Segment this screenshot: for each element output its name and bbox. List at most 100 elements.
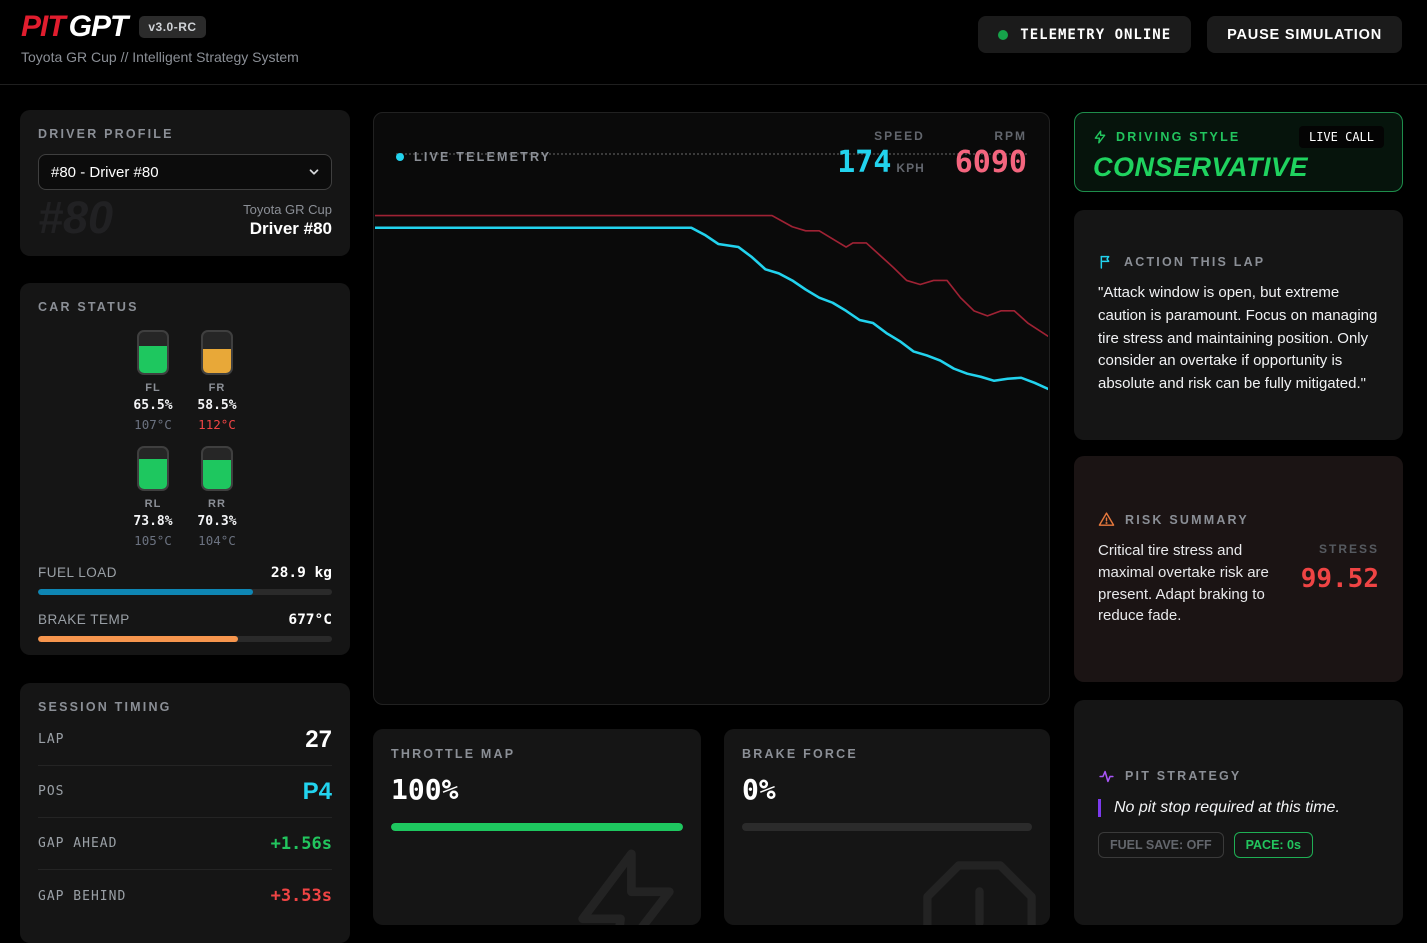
- stop-alert-watermark-icon: [917, 855, 1042, 925]
- chart-line-rpm: [374, 214, 1049, 338]
- tire-rl: RL 73.8% 105°C: [121, 446, 185, 548]
- driver-profile-card: DRIVER PROFILE #80 - Driver #80 #80 Toyo…: [20, 110, 350, 256]
- brake-temp-label: BRAKE TEMP: [38, 612, 130, 627]
- fuel-load-gauge: FUEL LOAD 28.9 kg: [38, 565, 332, 595]
- tire-position-label: FR: [208, 382, 226, 394]
- live-indicator-icon: [396, 152, 404, 161]
- tires-grid: FL 65.5% 107°C FR 58.5% 112°C RL 73.8% 105°C RR 70…: [38, 330, 332, 548]
- logo-gpt: GPT: [68, 10, 129, 43]
- tire-wear-gauge: [201, 330, 233, 375]
- tire-temp-value: 107°C: [134, 417, 172, 432]
- fuel-load-value: 28.9 kg: [270, 565, 332, 581]
- live-telemetry-panel: LIVE TELEMETRY SPEED 174 KPH RPM 6090: [373, 112, 1050, 705]
- rpm-label: RPM: [994, 129, 1027, 143]
- version-badge: v3.0-RC: [139, 16, 206, 38]
- risk-summary-card: RISK SUMMARY Critical tire stress and ma…: [1074, 456, 1403, 682]
- live-call-badge: LIVE CALL: [1298, 126, 1384, 148]
- session-row-value: +1.56s: [270, 833, 332, 854]
- pit-strategy-message: No pit stop required at this time.: [1098, 798, 1379, 817]
- driving-style-value: CONSERVATIVE: [1093, 152, 1309, 182]
- session-row-value: 27: [305, 725, 332, 753]
- brake-temp-gauge: BRAKE TEMP 677°C: [38, 612, 332, 642]
- session-row-lap: LAP 27: [38, 714, 332, 766]
- tire-wear-value: 73.8%: [133, 514, 173, 529]
- telemetry-status-button[interactable]: TELEMETRY ONLINE: [978, 16, 1192, 53]
- session-timing-title: SESSION TIMING: [38, 700, 172, 714]
- driver-number-watermark: #80: [38, 192, 114, 243]
- throttle-value: 100%: [391, 773, 459, 806]
- lightning-watermark-icon: [561, 843, 691, 925]
- tire-fr: FR 58.5% 112°C: [185, 330, 249, 432]
- lightning-icon: [1093, 130, 1107, 144]
- pit-badge-pace: PACE: 0s: [1233, 831, 1313, 858]
- telemetry-chart-svg: [374, 214, 1049, 391]
- session-row-label: LAP: [38, 732, 65, 747]
- rpm-readout: RPM 6090: [955, 129, 1027, 180]
- pause-simulation-button[interactable]: PAUSE SIMULATION: [1207, 16, 1402, 53]
- chart-gridline: [396, 153, 1027, 155]
- tire-wear-gauge: [137, 446, 169, 491]
- speed-value: 174: [837, 145, 892, 180]
- pause-simulation-label: PAUSE SIMULATION: [1227, 26, 1382, 43]
- rpm-value: 6090: [954, 145, 1027, 180]
- tire-temp-value: 105°C: [134, 533, 172, 548]
- session-row-label: POS: [38, 784, 65, 799]
- speed-unit: KPH: [896, 161, 925, 175]
- risk-summary-title: RISK SUMMARY: [1125, 512, 1249, 527]
- stress-value: 99.52: [1300, 564, 1379, 594]
- pit-strategy-badges: FUEL SAVE: OFF PACE: 0s: [1098, 831, 1379, 858]
- tire-position-label: RR: [208, 498, 226, 510]
- action-this-lap-title: ACTION THIS LAP: [1124, 255, 1266, 269]
- pit-strategy-card: PIT STRATEGY No pit stop required at thi…: [1074, 700, 1403, 925]
- tire-wear-gauge: [137, 330, 169, 375]
- session-row-value: +3.53s: [270, 886, 332, 906]
- pit-badge-fuel-save: FUEL SAVE: OFF: [1098, 831, 1224, 858]
- speed-readout: SPEED 174 KPH: [837, 129, 925, 180]
- session-row-gap-behind: GAP BEHIND +3.53s: [38, 870, 332, 922]
- flag-icon: [1098, 254, 1114, 270]
- driver-profile-title: DRIVER PROFILE: [38, 127, 174, 141]
- session-row-gap-ahead: GAP AHEAD +1.56s: [38, 818, 332, 870]
- app-header: PIT GPT v3.0-RC Toyota GR Cup // Intellig…: [0, 0, 1427, 85]
- action-this-lap-text: "Attack window is open, but extreme caut…: [1098, 284, 1378, 393]
- tire-rr: RR 70.3% 104°C: [185, 446, 249, 548]
- driver-name-label: Driver #80: [249, 218, 332, 238]
- chart-line-speed: [374, 226, 1049, 391]
- throttle-bar-fill: [391, 823, 683, 831]
- driving-style-title: DRIVING STYLE: [1116, 130, 1241, 144]
- brake-force-card: BRAKE FORCE 0%: [724, 729, 1050, 925]
- tire-wear-value: 70.3%: [197, 514, 237, 529]
- telemetry-status-label: TELEMETRY ONLINE: [1020, 26, 1172, 43]
- car-status-title: CAR STATUS: [38, 300, 139, 314]
- online-status-icon: [998, 29, 1009, 40]
- tire-wear-value: 58.5%: [197, 398, 237, 413]
- session-row-label: GAP AHEAD: [38, 836, 118, 851]
- session-row-pos: POS P4: [38, 766, 332, 818]
- app-logo: PIT GPT: [21, 10, 129, 44]
- session-rows: LAP 27 POS P4 GAP AHEAD +1.56s GAP BEHIND +3.53…: [38, 714, 332, 922]
- logo-pit: PIT: [21, 10, 66, 43]
- throttle-map-card: THROTTLE MAP 100%: [373, 729, 701, 925]
- live-telemetry-title: LIVE TELEMETRY: [414, 149, 552, 164]
- session-timing-card: SESSION TIMING LAP 27 POS P4 GAP AHEAD +1.56s…: [20, 683, 350, 943]
- tire-fl: FL 65.5% 107°C: [121, 330, 185, 432]
- pit-strategy-title: PIT STRATEGY: [1125, 769, 1242, 783]
- session-row-value: P4: [302, 777, 332, 805]
- tire-temp-value: 112°C: [198, 417, 236, 432]
- tire-position-label: FL: [145, 382, 161, 394]
- throttle-map-title: THROTTLE MAP: [391, 747, 516, 761]
- brake-force-title: BRAKE FORCE: [742, 747, 858, 761]
- app-subtitle: Toyota GR Cup // Intelligent Strategy Sy…: [21, 49, 299, 65]
- session-row-label: GAP BEHIND: [38, 888, 127, 904]
- telemetry-chart: [374, 171, 1049, 698]
- brake-bar-fill: [38, 636, 238, 642]
- fuel-load-label: FUEL LOAD: [38, 565, 118, 580]
- tire-position-label: RL: [144, 498, 162, 510]
- driving-style-card: DRIVING STYLE LIVE CALL CONSERVATIVE: [1074, 112, 1403, 192]
- stress-label: STRESS: [1318, 542, 1379, 556]
- car-status-card: CAR STATUS FL 65.5% 107°C FR 58.5% 112°C RL 73.…: [20, 283, 350, 655]
- driver-select[interactable]: #80 - Driver #80: [38, 154, 332, 190]
- tire-temp-value: 104°C: [198, 533, 236, 548]
- brake-force-value: 0%: [742, 773, 776, 806]
- brake-temp-value: 677°C: [288, 612, 332, 628]
